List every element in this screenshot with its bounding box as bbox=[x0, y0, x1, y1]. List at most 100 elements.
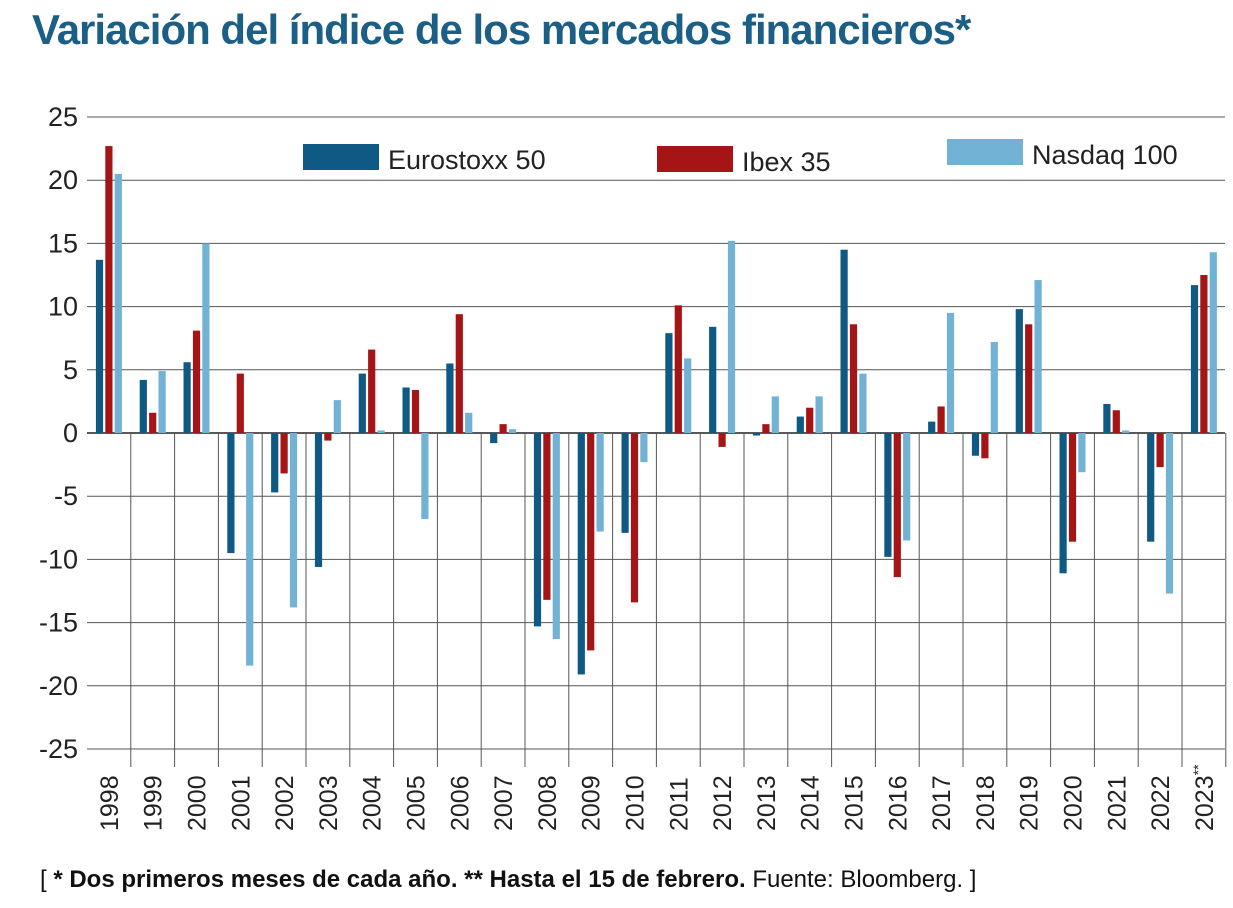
bar-ibex-35 bbox=[543, 433, 551, 600]
bar-nasdaq-100 bbox=[990, 341, 998, 433]
bar-ibex-35 bbox=[762, 424, 770, 433]
x-tick-label: 2011 bbox=[665, 777, 693, 831]
bar-eurostoxx-50 bbox=[1015, 309, 1023, 433]
bar-eurostoxx-50 bbox=[971, 433, 980, 456]
bar-eurostoxx-50 bbox=[402, 387, 410, 433]
x-tick-label: 2020 bbox=[1060, 775, 1088, 831]
bar-ibex-35 bbox=[1025, 324, 1033, 433]
x-tick-label: 2014 bbox=[797, 775, 825, 831]
footnote-close-bracket: ] bbox=[969, 866, 977, 893]
x-tick-label: 2017 bbox=[928, 775, 956, 831]
bar-ibex-35 bbox=[411, 390, 420, 433]
bar-ibex-35 bbox=[280, 433, 288, 474]
bar-nasdaq-100 bbox=[246, 433, 254, 666]
bar-ibex-35 bbox=[499, 424, 507, 433]
bar-nasdaq-100 bbox=[1078, 433, 1086, 473]
x-tick-label: 2010 bbox=[622, 775, 650, 831]
bar-ibex-35 bbox=[718, 433, 726, 447]
bar-ibex-35 bbox=[455, 314, 463, 433]
bar-nasdaq-100 bbox=[684, 358, 692, 433]
bar-nasdaq-100 bbox=[289, 433, 298, 608]
y-tick-label: -5 bbox=[54, 481, 78, 511]
legend-swatch bbox=[657, 146, 733, 172]
y-tick-label: -10 bbox=[39, 544, 78, 574]
bar-ibex-35 bbox=[630, 433, 639, 603]
y-tick-label: 0 bbox=[63, 418, 78, 448]
bar-nasdaq-100 bbox=[640, 433, 648, 463]
y-tick-label: 15 bbox=[48, 228, 78, 258]
x-tick-label: 2013 bbox=[753, 775, 781, 831]
footnote-source: Fuente: Bloomberg. bbox=[752, 866, 964, 893]
x-tick-label: 2012 bbox=[709, 775, 737, 831]
x-tick-label: 2003 bbox=[315, 775, 343, 831]
bar-eurostoxx-50 bbox=[227, 433, 235, 554]
bar-ibex-35 bbox=[674, 305, 682, 433]
x-tick-label: 2006 bbox=[446, 775, 474, 831]
bar-nasdaq-100 bbox=[333, 400, 341, 433]
bar-nasdaq-100 bbox=[946, 312, 955, 433]
x-tick-label: 2008 bbox=[534, 775, 562, 831]
bar-ibex-35 bbox=[1200, 275, 1208, 433]
x-tick-label: 2022 bbox=[1147, 775, 1175, 831]
bar-nasdaq-100 bbox=[421, 433, 429, 519]
bar-eurostoxx-50 bbox=[709, 326, 717, 433]
x-tick-label: 2016 bbox=[884, 775, 912, 831]
bar-eurostoxx-50 bbox=[1147, 433, 1155, 542]
bar-eurostoxx-50 bbox=[928, 421, 936, 433]
x-tick-label: 2009 bbox=[578, 775, 606, 831]
chart-title: Variación del índice de los mercados fin… bbox=[32, 6, 971, 53]
bar-eurostoxx-50 bbox=[139, 379, 147, 433]
legend: Eurostoxx 50 Ibex 35 Nasdaq 100 bbox=[303, 139, 1178, 177]
y-axis-ticks: 25 20 15 10 5 0 -5 -10 -15 -20 -25 bbox=[39, 102, 78, 764]
y-tick-label: -25 bbox=[39, 734, 78, 764]
bar-eurostoxx-50 bbox=[1190, 285, 1199, 433]
bar-nasdaq-100 bbox=[859, 373, 867, 433]
x-tick-label: 2015 bbox=[841, 775, 869, 831]
bar-eurostoxx-50 bbox=[314, 433, 323, 567]
bar-ibex-35 bbox=[1068, 433, 1077, 542]
bar-nasdaq-100 bbox=[771, 396, 779, 433]
x-tick-label: 2023** bbox=[1190, 764, 1219, 831]
x-tick-mark: ** bbox=[1190, 764, 1206, 775]
bar-ibex-35 bbox=[368, 349, 376, 433]
bar-nasdaq-100 bbox=[158, 371, 166, 433]
y-tick-label: -15 bbox=[39, 608, 78, 638]
bar-ibex-35 bbox=[587, 433, 595, 651]
x-tick-label: 2021 bbox=[1103, 775, 1131, 831]
legend-swatch bbox=[303, 144, 379, 170]
bar-eurostoxx-50 bbox=[621, 433, 629, 533]
bar-eurostoxx-50 bbox=[752, 433, 761, 436]
bar-ibex-35 bbox=[1112, 410, 1120, 433]
bars bbox=[95, 146, 1217, 675]
bar-nasdaq-100 bbox=[552, 433, 560, 640]
bar-ibex-35 bbox=[149, 412, 157, 433]
bar-nasdaq-100 bbox=[596, 433, 604, 532]
bar-eurostoxx-50 bbox=[490, 433, 498, 444]
bar-eurostoxx-50 bbox=[271, 433, 279, 493]
bar-ibex-35 bbox=[937, 406, 945, 433]
y-tick-label: -20 bbox=[39, 671, 78, 701]
bar-eurostoxx-50 bbox=[1103, 403, 1111, 433]
bar-ibex-35 bbox=[236, 373, 244, 433]
x-tick-label: 2007 bbox=[490, 775, 518, 831]
bar-nasdaq-100 bbox=[1165, 433, 1174, 594]
legend-label: Nasdaq 100 bbox=[1032, 140, 1178, 170]
x-tick-label: 2002 bbox=[271, 775, 299, 831]
bar-ibex-35 bbox=[192, 330, 201, 433]
x-tick-label: 2004 bbox=[359, 775, 387, 831]
bar-ibex-35 bbox=[806, 407, 814, 433]
bar-nasdaq-100 bbox=[508, 429, 517, 433]
x-tick-label: 2018 bbox=[972, 775, 1000, 831]
grid bbox=[87, 116, 1227, 767]
bar-eurostoxx-50 bbox=[577, 433, 585, 675]
bar-eurostoxx-50 bbox=[446, 363, 454, 433]
bar-ibex-35 bbox=[981, 433, 989, 459]
bar-ibex-35 bbox=[324, 433, 332, 441]
y-tick-label: 25 bbox=[48, 102, 78, 132]
bar-nasdaq-100 bbox=[1209, 252, 1217, 433]
bar-nasdaq-100 bbox=[1122, 430, 1130, 433]
bar-nasdaq-100 bbox=[465, 412, 473, 433]
footnote-notes: * Dos primeros meses de cada año. ** Has… bbox=[53, 866, 746, 893]
y-tick-label: 10 bbox=[48, 292, 78, 322]
